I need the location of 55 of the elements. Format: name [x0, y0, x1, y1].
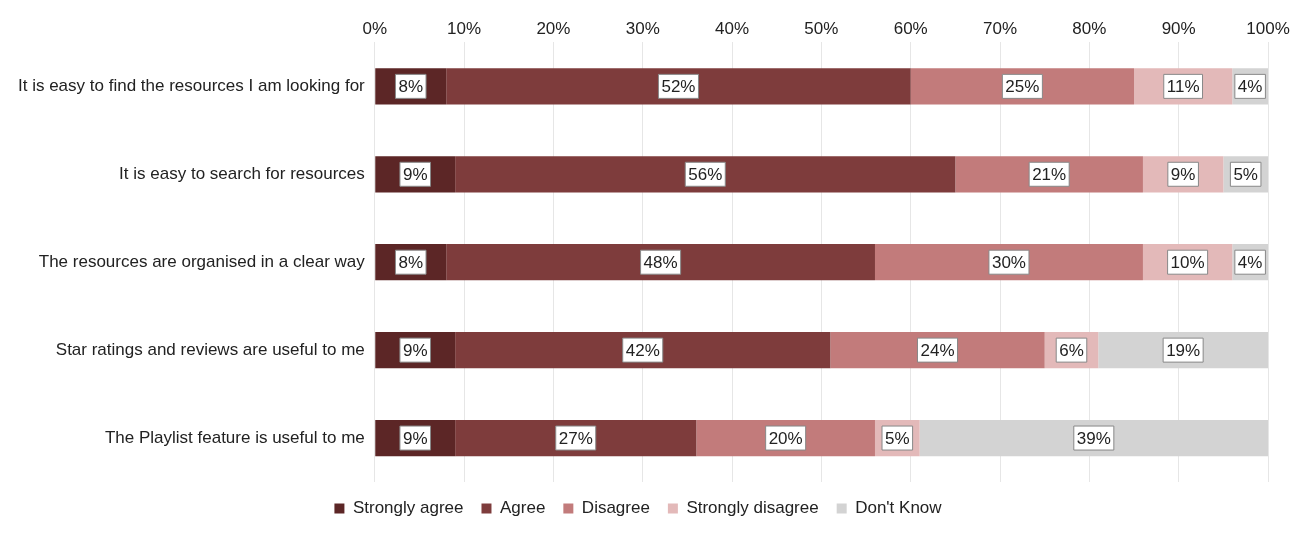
x-tick-label: 70%: [983, 18, 1018, 38]
x-tick-label: 30%: [625, 18, 660, 38]
data-label: 52%: [661, 77, 696, 97]
data-label: 5%: [1233, 164, 1258, 184]
x-tick-label: 100%: [1246, 18, 1290, 38]
y-tick-label: The Playlist feature is useful to me: [104, 427, 365, 447]
bar: [446, 68, 911, 105]
data-label: 30%: [991, 252, 1026, 272]
legend-label: Don't Know: [855, 498, 943, 518]
bar: [446, 244, 875, 281]
x-tick-label: 20%: [536, 18, 571, 38]
y-tick-label: It is easy to search for resources: [119, 163, 365, 183]
data-label: 9%: [402, 164, 428, 184]
data-label: 48%: [643, 252, 678, 272]
data-label: 10%: [1170, 252, 1205, 272]
x-tick-label: 10%: [447, 18, 482, 38]
y-tick-label: Star ratings and reviews are useful to me: [55, 339, 365, 359]
bar: [910, 68, 1135, 105]
data-label: 20%: [768, 428, 803, 448]
data-label: 11%: [1166, 77, 1200, 97]
x-tick-label: 40%: [715, 18, 750, 38]
bar: [455, 331, 831, 369]
legend-label: Agree: [499, 498, 546, 518]
data-label: 56%: [688, 164, 723, 184]
x-tick-label: 0%: [362, 18, 388, 38]
bar: [874, 244, 1143, 281]
y-tick-label: It is easy to find the resources I am looking for: [17, 76, 366, 96]
bar: [455, 419, 697, 457]
x-tick-label: 90%: [1161, 18, 1196, 38]
data-label: 24%: [920, 340, 955, 360]
bar: [455, 156, 956, 193]
data-label: 8%: [398, 252, 424, 272]
data-label: 42%: [625, 340, 660, 360]
legend-label: Disagree: [581, 498, 650, 518]
data-label: 27%: [558, 428, 593, 448]
data-label: 25%: [1005, 77, 1040, 97]
x-tick-label: 50%: [804, 18, 839, 38]
x-tick-label: 80%: [1072, 18, 1107, 38]
data-label: 4%: [1237, 77, 1263, 97]
legend-label: Strongly disagree: [686, 498, 819, 518]
y-tick-label: The resources are organised in a clear way: [38, 251, 366, 271]
data-label: 9%: [402, 428, 428, 448]
data-label: 21%: [1032, 164, 1067, 184]
data-label: 9%: [402, 340, 428, 360]
bar: [830, 331, 1045, 369]
bar: [919, 419, 1268, 457]
data-label: 5%: [885, 428, 910, 448]
data-label: 39%: [1076, 428, 1111, 448]
data-label: 19%: [1166, 340, 1201, 360]
data-label: 9%: [1170, 164, 1196, 184]
data-label: 8%: [398, 77, 424, 97]
legend-label: Strongly agree: [352, 498, 464, 518]
data-label: 6%: [1059, 340, 1084, 360]
data-label: 4%: [1237, 252, 1263, 272]
x-tick-label: 60%: [893, 18, 928, 38]
